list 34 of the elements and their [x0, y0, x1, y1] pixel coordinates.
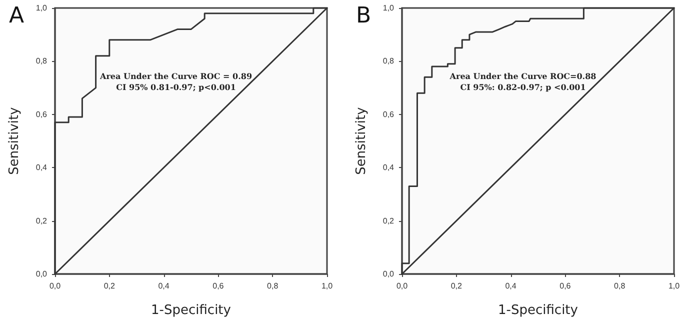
x-axis-title: 1-Specificity — [498, 303, 578, 318]
x-tick-label: 0,6 — [560, 282, 572, 290]
x-tick-label: 0,2 — [450, 282, 463, 290]
x-tick-label: 0,8 — [267, 282, 279, 290]
y-tick-label: 1,0 — [36, 4, 48, 12]
chart-title: A — [9, 4, 24, 28]
y-tick-label: 0,6 — [382, 110, 395, 119]
x-tick-label: 0,6 — [212, 282, 224, 290]
y-tick-label: 0,8 — [382, 56, 395, 66]
x-tick-label: 0,4 — [158, 282, 170, 290]
y-tick-label: 0,2 — [382, 216, 395, 226]
y-tick-label: 0,0 — [382, 270, 395, 278]
x-tick-label: 0,2 — [104, 282, 116, 290]
y-tick-label: 0,4 — [36, 163, 48, 172]
y-axis-title: Sensitivity — [7, 106, 22, 175]
y-tick-label: 1,0 — [382, 4, 395, 12]
annotation: Area Under the Curve ROC=0.88 — [448, 71, 597, 81]
chart-title: B — [356, 4, 372, 28]
y-tick-label: 0,8 — [36, 56, 48, 66]
y-tick-label: 0,6 — [36, 110, 48, 119]
annotation: CI 95% 0.81-0.97; p<0.001 — [116, 82, 236, 92]
x-tick-label: 1,0 — [321, 282, 334, 290]
y-tick-label: 0,2 — [36, 216, 48, 226]
x-axis-title: 1-Specificity — [151, 303, 232, 318]
y-tick-label: 0,4 — [382, 163, 395, 172]
x-tick-label: 0,0 — [396, 282, 408, 290]
annotation: CI 95%: 0.82-0.97; p <0.001 — [460, 82, 586, 92]
annotation: Area Under the Curve ROC = 0.89 — [98, 71, 252, 81]
x-tick-label: 0,4 — [505, 282, 517, 290]
y-axis-title: Sensitivity — [354, 106, 369, 175]
x-tick-label: 1,0 — [668, 282, 680, 290]
x-tick-label: 0,0 — [49, 282, 62, 290]
y-tick-label: 0,0 — [36, 270, 48, 278]
x-tick-label: 0,8 — [614, 282, 626, 290]
